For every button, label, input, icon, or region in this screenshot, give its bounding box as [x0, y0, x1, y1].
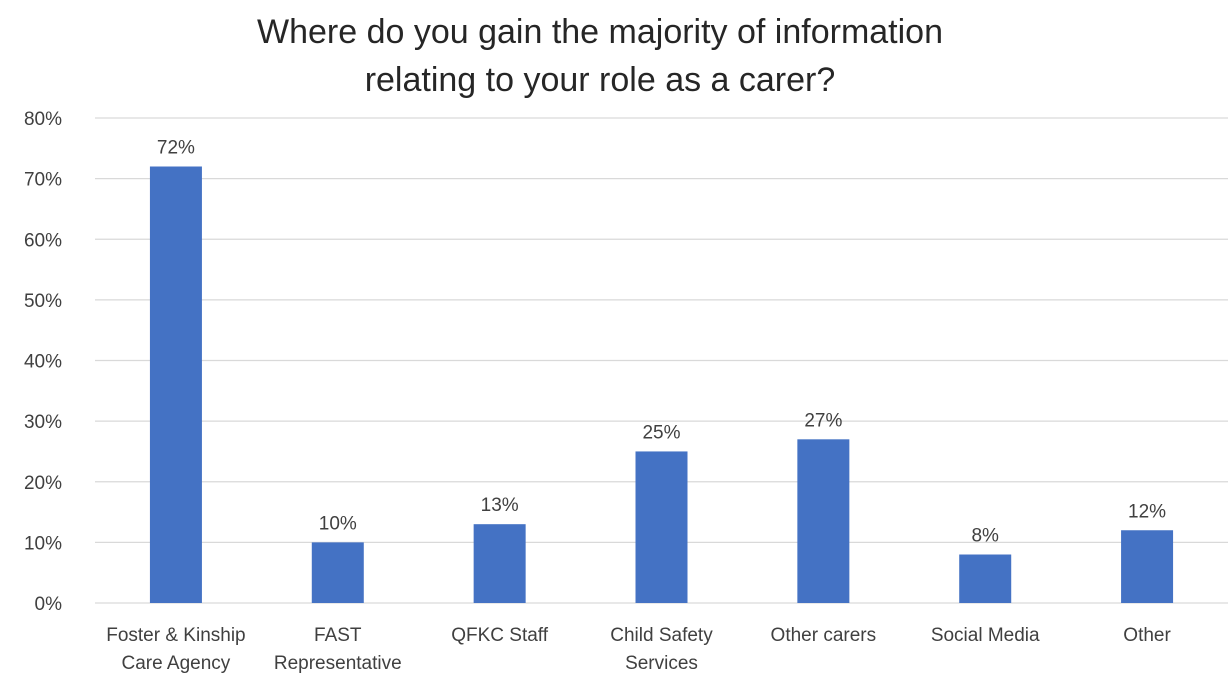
x-category-label: Other carers — [771, 625, 877, 646]
y-tick-label: 40% — [24, 352, 62, 373]
data-label: 10% — [319, 513, 357, 534]
y-tick-label: 70% — [24, 170, 62, 191]
x-category-label: QFKC Staff — [451, 625, 549, 646]
x-category-label: Services — [625, 653, 698, 674]
y-tick-label: 50% — [24, 291, 62, 312]
y-tick-label: 30% — [24, 412, 62, 433]
y-tick-label: 20% — [24, 473, 62, 494]
data-label: 13% — [481, 495, 519, 516]
x-category-label: Child Safety — [610, 625, 713, 646]
chart-title-line-1: Where do you gain the majority of inform… — [256, 13, 943, 51]
x-category-label: Social Media — [931, 625, 1040, 646]
x-category-label: Other — [1123, 625, 1171, 646]
y-tick-label: 60% — [24, 230, 62, 251]
bar — [635, 451, 688, 603]
bar — [149, 166, 202, 603]
y-tick-label: 80% — [24, 109, 62, 130]
x-category-label: Representative — [274, 653, 402, 674]
x-category-label: FAST — [314, 625, 362, 646]
y-tick-label: 0% — [35, 594, 63, 615]
data-label: 27% — [804, 410, 842, 431]
x-category-label: Foster & Kinship — [106, 625, 245, 646]
x-category-label: Care Agency — [122, 653, 231, 674]
data-label: 72% — [157, 138, 195, 159]
chart-title: Where do you gain the majority of inform… — [150, 8, 1050, 104]
y-tick-label: 10% — [24, 533, 62, 554]
bar — [959, 554, 1012, 603]
chart-title-line-2: relating to your role as a carer? — [364, 61, 836, 99]
bar — [311, 542, 364, 603]
bar — [797, 439, 850, 603]
data-label: 25% — [642, 422, 680, 443]
data-label: 8% — [971, 526, 999, 547]
bar — [473, 524, 526, 603]
bar — [1121, 530, 1174, 603]
data-label: 12% — [1128, 501, 1166, 522]
